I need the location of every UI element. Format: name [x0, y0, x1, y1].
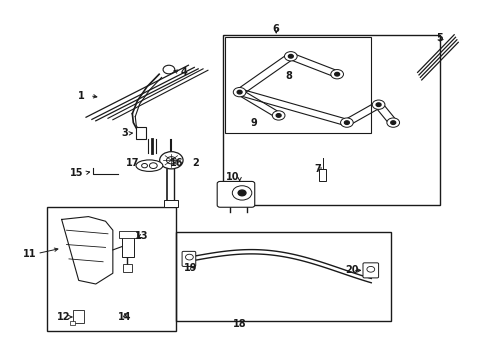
Circle shape — [232, 186, 251, 200]
Circle shape — [237, 90, 242, 94]
Circle shape — [390, 121, 395, 125]
Text: 17: 17 — [125, 158, 139, 168]
Text: 9: 9 — [250, 118, 257, 128]
Text: 12: 12 — [57, 312, 71, 322]
Text: 6: 6 — [272, 24, 279, 35]
Circle shape — [233, 87, 245, 97]
Circle shape — [340, 118, 352, 127]
Text: 16: 16 — [169, 158, 183, 168]
Circle shape — [276, 114, 281, 117]
Text: 19: 19 — [184, 263, 197, 273]
Text: 3: 3 — [122, 129, 128, 138]
Circle shape — [386, 118, 399, 127]
Text: 14: 14 — [118, 312, 131, 322]
Circle shape — [238, 190, 245, 196]
Circle shape — [375, 103, 380, 107]
Text: 18: 18 — [232, 319, 246, 329]
Bar — [319, 169, 325, 181]
Polygon shape — [61, 217, 113, 284]
Bar — [163, 200, 178, 207]
Bar — [136, 127, 146, 139]
Circle shape — [185, 254, 193, 260]
Circle shape — [166, 157, 176, 164]
Text: 7: 7 — [314, 164, 320, 174]
Circle shape — [284, 51, 297, 61]
Text: 20: 20 — [345, 265, 358, 275]
Text: 10: 10 — [225, 172, 239, 182]
Text: 11: 11 — [23, 248, 37, 258]
Text: 4: 4 — [180, 67, 186, 77]
Text: 8: 8 — [285, 71, 291, 81]
Bar — [70, 321, 75, 325]
Circle shape — [371, 100, 384, 109]
Text: 15: 15 — [69, 168, 83, 178]
Circle shape — [330, 69, 343, 79]
Bar — [222, 35, 439, 205]
Circle shape — [163, 65, 174, 74]
Text: 5: 5 — [435, 33, 442, 43]
Bar — [119, 231, 137, 238]
Circle shape — [344, 121, 348, 125]
Ellipse shape — [136, 160, 163, 171]
Text: 13: 13 — [135, 231, 148, 240]
Text: 2: 2 — [192, 158, 199, 168]
Bar — [224, 37, 370, 134]
Text: 1: 1 — [78, 91, 84, 101]
Circle shape — [334, 72, 339, 76]
Bar — [47, 207, 176, 330]
Circle shape — [366, 266, 374, 272]
Bar — [122, 264, 132, 272]
Bar — [176, 232, 390, 320]
Circle shape — [142, 163, 147, 168]
FancyBboxPatch shape — [182, 251, 195, 266]
Bar — [122, 237, 134, 257]
FancyBboxPatch shape — [362, 263, 378, 278]
Bar — [73, 310, 83, 323]
Circle shape — [272, 111, 285, 120]
FancyBboxPatch shape — [217, 181, 254, 207]
Circle shape — [159, 152, 183, 169]
Circle shape — [288, 54, 293, 58]
Circle shape — [149, 163, 157, 168]
